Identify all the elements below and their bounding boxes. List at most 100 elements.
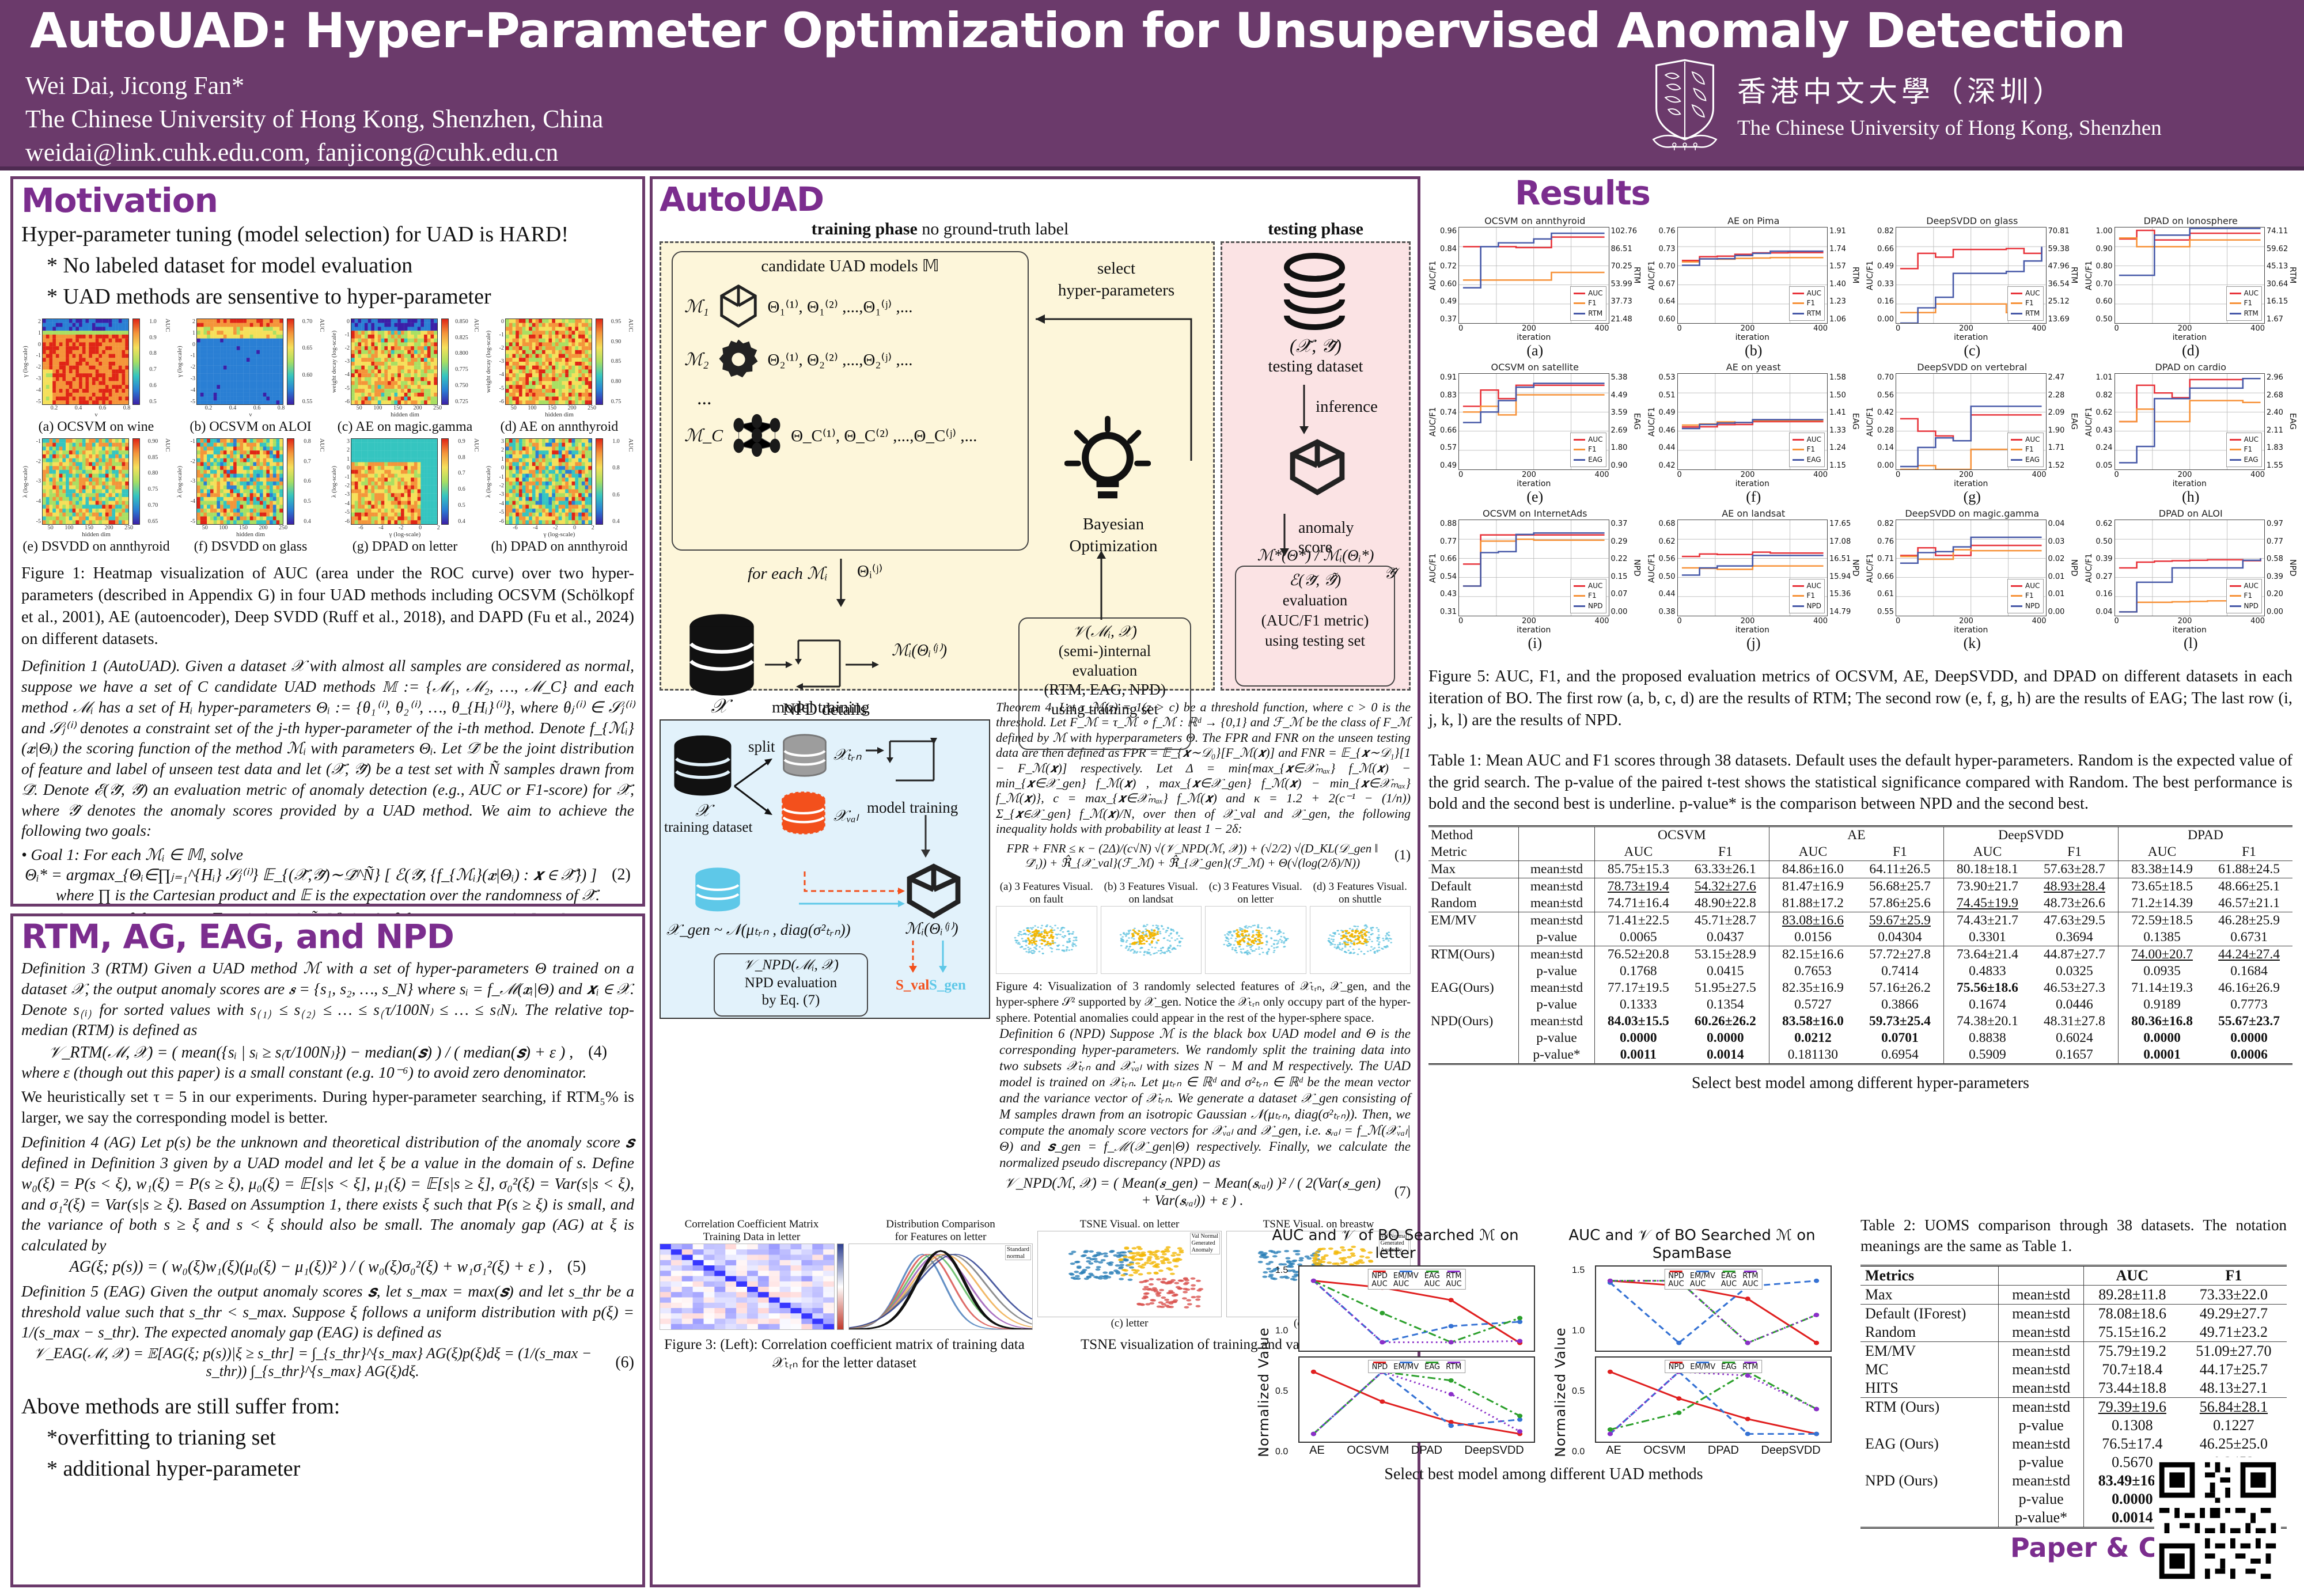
- table2-row-label: [1860, 1453, 1999, 1472]
- table1-row: Random mean±std 74.71±16.4 48.90±22.8 81.88±…: [1428, 895, 2292, 912]
- chart-subcaption: (j): [1746, 635, 1761, 651]
- table2-f1-cell: 48.13±27.1: [2199, 1379, 2268, 1396]
- table2-f1-cell: 73.33±22.0: [2199, 1286, 2268, 1303]
- heatmap-5-ylabel: λ (log-scale): [176, 465, 183, 498]
- chart-legend: AUC F1 EAG: [1570, 432, 1606, 467]
- heatmap-3-caption: (d) AE on annthyroid: [500, 419, 619, 434]
- table1-cell: 64.11±26.5: [1869, 862, 1931, 877]
- chart-y2ticks: 1.91 1.74 1.57 1.40 1.23 1.06: [1829, 227, 1846, 324]
- result-chart-d: DPAD on Ionosphere AUC/F1 1.00 0.90 0.80 0.…: [2085, 215, 2298, 359]
- figure3-tsne-legend-0: Val Normal Generated Anomaly: [1189, 1233, 1220, 1255]
- definition-6: Definition 6 (NPD) Suppose ℳ is the blac…: [999, 1026, 1411, 1170]
- result-chart-f: AE on yeast AUC/F1 0.53 0.51 0.49 0.46 0.44 0…: [1647, 362, 1860, 506]
- heatmap-7: λ (log-scale) 3 2 1 0 -1 -2 -3 -4 -5 -6 1.0 0.8 0.6…: [484, 438, 634, 555]
- heatmap-5-image: [196, 438, 283, 525]
- chart-legend: AUC F1 NPD: [2007, 578, 2044, 613]
- table2-row: HITS mean±std 73.44±18.8 48.13±27.1: [1860, 1378, 2287, 1398]
- chart-y2ticks: 17.65 17.08 16.51 15.94 15.36 14.79: [1829, 520, 1851, 616]
- chart-xticks: 0 200 400: [1458, 617, 1609, 625]
- chart-plot-area: AUC F1 EAG: [1896, 373, 2047, 470]
- motivation-lead: Hyper-parameter tuning (model selection)…: [21, 222, 569, 247]
- eval-box-line-2: evaluation: [1072, 661, 1138, 679]
- figure4-panel-title-2: (c) 3 Features Visual. on letter: [1208, 880, 1302, 905]
- chart-legend: AUC F1 RTM: [1788, 286, 1825, 321]
- table1-cell: 0.0000: [2230, 1030, 2268, 1046]
- xval-dataset-icon: [782, 791, 825, 835]
- definition-5: Definition 5 (EAG) Given the output anom…: [21, 1282, 634, 1341]
- table1-row-stat: mean±std: [1518, 912, 1595, 930]
- table1-cell: 0.0000: [1707, 1030, 1744, 1046]
- npd-model-training-label: model training: [867, 799, 958, 816]
- table1-header-metric: Metric: [1431, 844, 1467, 860]
- best-model-cube-icon: [1290, 439, 1345, 496]
- table1-cell: 81.47±16.9: [1768, 878, 1856, 896]
- figure3-panel-title-3: TSNE Visual. on breastw: [1263, 1218, 1374, 1231]
- network-icon: [733, 414, 780, 457]
- result-chart-h: DPAD on cardio AUC/F1 1.01 0.82 0.62 0.43 0.…: [2085, 362, 2298, 506]
- chart-title: AE on Pima: [1727, 215, 1780, 226]
- figure5-caption: Figure 5: AUC, F1, and the proposed eval…: [1428, 668, 2292, 729]
- chart-xticks: 0 200 400: [2114, 324, 2265, 333]
- equation-5-number: (5): [567, 1257, 586, 1276]
- legend-item: EM/MV AUC: [1393, 1271, 1419, 1288]
- chart-legend: AUC F1 NPD: [1788, 578, 1825, 613]
- bottom-chart-legend: NPD AUC EM/MV AUC EAG AUC RTM AUC: [1664, 1269, 1763, 1290]
- table2-row-label: MC: [1865, 1360, 1889, 1378]
- bottom-chart-title-1: AUC and 𝒱 of BO Searched ℳ on SpamBase: [1568, 1227, 1816, 1262]
- heatmap-6-caption: (g) DPAD on letter: [352, 539, 458, 554]
- table2: Metrics AUC F1 Max mean±std 89.28±11.8 73.33±2…: [1860, 1265, 2287, 1529]
- legend-item: EAG AUC: [1424, 1271, 1441, 1288]
- table1-cell: 0.04304: [1878, 930, 1922, 945]
- npd-score-arrows-icon: [909, 941, 947, 973]
- table2-f1-cell: 0.1227: [2213, 1416, 2254, 1434]
- table1-cell: 60.26±26.2: [1694, 1014, 1756, 1029]
- heatmap-4-colorbar-label: AUC: [164, 438, 171, 452]
- table1-cell: 80.36±16.8: [2118, 1013, 2206, 1030]
- model-1-params: Θ₁⁽¹⁾, Θ₁⁽²⁾ ,...,Θ₁⁽ʲ⁾ ,...: [767, 297, 913, 316]
- heatmap-1-yticks: 2 1 0 -1 -2 -3 -4 -5: [190, 318, 195, 405]
- chart-plot-area: AUC F1 RTM: [1458, 227, 1609, 324]
- autouad-panel: AutoUAD training phase no ground-truth l…: [650, 176, 1420, 1587]
- heatmap-6-ylabel: λ (log-scale): [331, 465, 338, 498]
- emails: weidai@link.cuhk.edu.com, fanjicong@cuhk…: [25, 138, 559, 167]
- chart-xlabel: iteration: [1735, 625, 1769, 635]
- table2-row: Default (IForest) mean±std 78.08±18.6 49.29…: [1860, 1304, 2287, 1323]
- legend-item: EM/MV AUC: [1689, 1271, 1715, 1288]
- heatmap-7-caption: (h) DPAD on annthyroid: [491, 539, 628, 554]
- heatmap-7-yticks: 3 2 1 0 -1 -2 -3 -4 -5 -6: [499, 438, 504, 525]
- table1-cell: 48.73±26.6: [2044, 896, 2105, 911]
- heatmap-5-colorbar-ticks: 0.8 0.7 0.6 0.5 0.4: [304, 438, 311, 525]
- table1-cell: 85.75±15.3: [1594, 860, 1682, 878]
- heatmap-0-ylabel: γ (log-scale): [22, 346, 29, 378]
- xtrn-dataset-icon: [783, 734, 827, 777]
- bottom-charts-area: AUC and 𝒱 of BO Searched ℳ on letter Nor…: [1256, 1227, 1832, 1484]
- table1-cell: 0.1768: [1594, 963, 1682, 980]
- table1-cell: 0.3866: [1881, 997, 1919, 1013]
- table2-auc-cell: 75.79±19.2: [2083, 1341, 2181, 1360]
- training-phase-box: candidate UAD models 𝕄 ℳ₁ Θ₁⁽¹⁾, Θ₁⁽²⁾ ,…: [660, 241, 1215, 750]
- table1-group-DeepSVDD: DeepSVDD: [1943, 826, 2119, 844]
- section-title-rtm: RTM, AG, EAG, and NPD: [21, 917, 454, 956]
- heatmap-1-caption: (b) OCSVM on ALOI: [190, 419, 312, 434]
- table1-cell: 45.71±28.7: [1694, 913, 1756, 928]
- heatmap-1-xticks: 0.2 0.4 0.6 0.8: [204, 404, 285, 411]
- table1-cell: 0.7773: [2230, 997, 2268, 1013]
- table1-cell: 53.15±28.9: [1694, 947, 1756, 962]
- table1-metric-header: F1: [2242, 844, 2256, 860]
- heatmap-1-xlabel: ν: [249, 411, 252, 418]
- qr-code-icon[interactable]: [2154, 1457, 2281, 1584]
- chart-legend: AUC F1 EAG: [2226, 432, 2262, 467]
- chart-plot-area: AUC F1 RTM: [1677, 227, 1828, 324]
- table1-row: EAG(Ours) mean±std 77.17±19.5 51.95±27.5 82.…: [1428, 980, 2292, 997]
- npd-sval-label: S_val: [896, 977, 930, 993]
- table1-cell: 47.63±29.5: [2044, 913, 2105, 928]
- anomaly-score-label: anomaly score: [1298, 518, 1354, 557]
- table2-row-label: [1860, 1490, 1999, 1508]
- table1-header-method: Method: [1431, 828, 1473, 843]
- heatmap-7-xticks: -6 -4 -2 0 2: [513, 524, 594, 531]
- chart-ylabel: AUC/F1: [2084, 407, 2094, 437]
- chart-y2ticks: 102.76 86.51 70.25 53.99 37.73 21.48: [1610, 227, 1638, 324]
- heatmap-6-colorbar-ticks: 0.9 0.8 0.7 0.6 0.5 0.4: [458, 438, 465, 525]
- heatmap-3-image: [505, 318, 592, 405]
- section-title-results: Results: [1515, 173, 1651, 213]
